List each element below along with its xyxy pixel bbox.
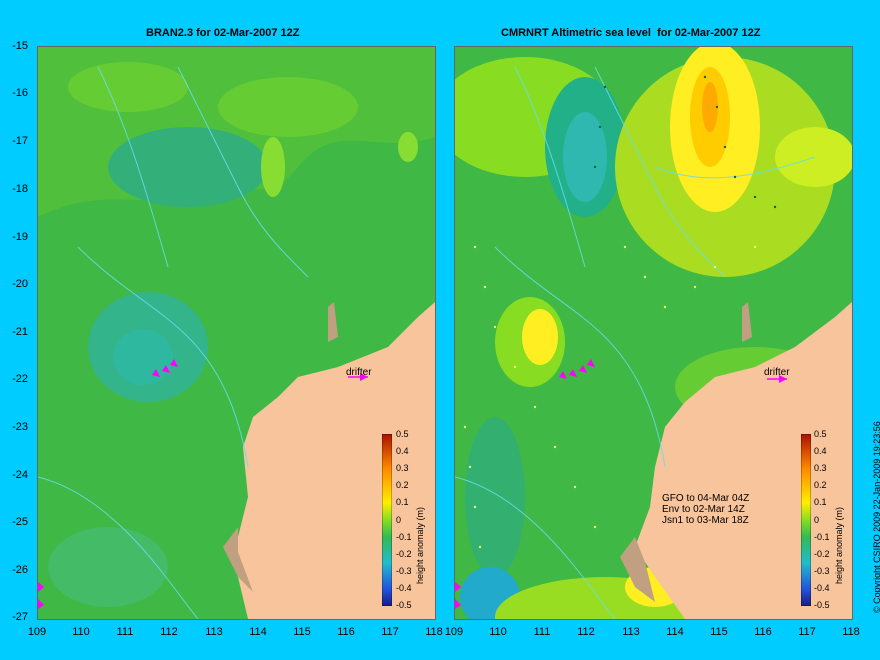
left-drifter-label: drifter: [346, 367, 372, 378]
right-panel-title: CMRNRT Altimetric sea level for 02-Mar-2…: [501, 27, 761, 39]
right-colorbar: [801, 434, 811, 606]
right-drifter-label: drifter: [764, 367, 790, 378]
left-colorbar: [382, 434, 392, 606]
left-colorbar-title: height anomaly (m): [415, 506, 425, 584]
legend-line-env: Env to 02-Mar 14Z: [662, 504, 745, 515]
drifter-track-marker: [152, 369, 160, 377]
left-panel-title: BRAN2.3 for 02-Mar-2007 12Z: [146, 27, 300, 39]
right-colorbar-title: height anomaly (m): [834, 506, 844, 584]
left-map-panel: [37, 46, 436, 620]
legend-line-jsn1: Jsn1 to 03-Mar 18Z: [662, 515, 749, 526]
satellite-legend: GFO to 04-Mar 04Z Env to 02-Mar 14Z Jsn1…: [662, 493, 749, 526]
right-map-panel: [454, 46, 853, 620]
legend-line-gfo: GFO to 04-Mar 04Z: [662, 493, 750, 504]
copyright-notice: © Copyright CSIRO 2009 22-Jan-2009 19:23…: [872, 421, 880, 613]
